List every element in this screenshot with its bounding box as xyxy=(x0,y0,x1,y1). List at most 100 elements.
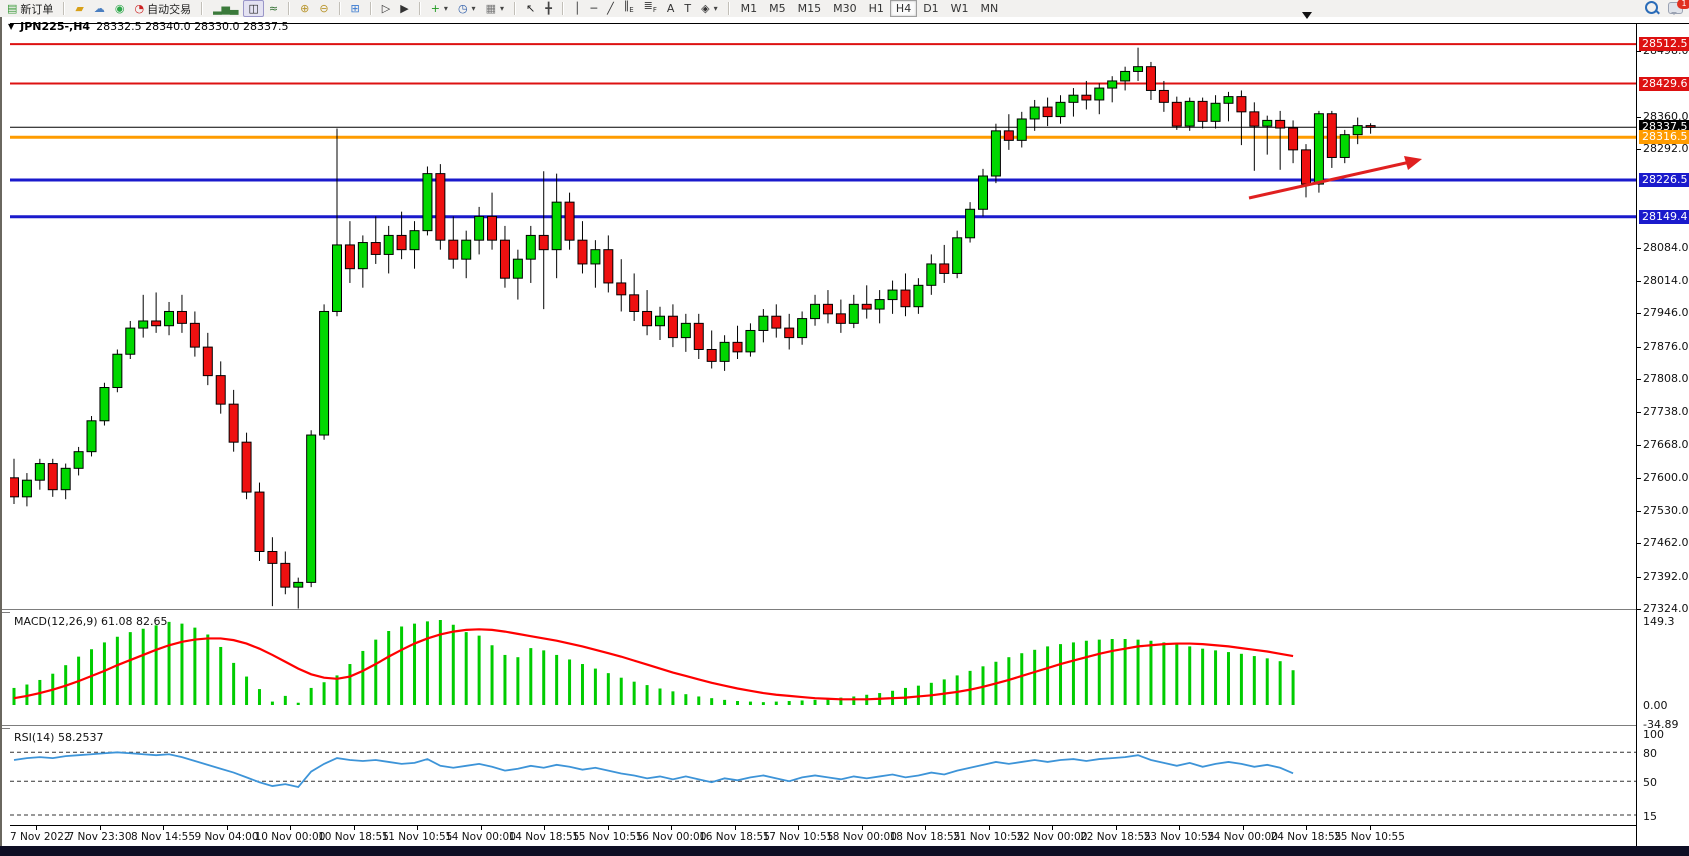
time-tick-mark xyxy=(1242,826,1244,830)
timeframe-mn[interactable]: MN xyxy=(980,2,999,15)
price-tick-mark xyxy=(1637,511,1641,513)
bar-chart-icon[interactable]: ▂▅▃ xyxy=(208,0,243,17)
timeframe-h1[interactable]: H1 xyxy=(868,2,884,15)
profile-prev-icon[interactable]: ▷ xyxy=(377,0,395,17)
time-tick-mark xyxy=(417,826,418,830)
macd-scale-label: 0.00 xyxy=(1643,699,1668,712)
tile-windows-icon[interactable]: ⊞ xyxy=(346,0,365,17)
time-tick-label: 25 Nov 10:55 xyxy=(1334,831,1405,843)
price-tick-mark xyxy=(1637,51,1641,52)
new-order-button-label: 新订单 xyxy=(20,2,54,16)
chart-symbol-period: JPN225-,H4 xyxy=(20,20,91,33)
chart-shift-marker[interactable] xyxy=(1302,12,1312,24)
timeframe-h4[interactable]: H4 xyxy=(889,0,918,17)
text-icon[interactable]: A xyxy=(662,0,680,17)
chat-icon[interactable]: 1 xyxy=(1668,0,1689,15)
equidistant-channel-icon[interactable]: ∥E xyxy=(619,0,639,17)
line-chart-icon: ≈ xyxy=(268,2,279,15)
price-level-badge: 28512.5 xyxy=(1639,37,1689,52)
candlestick-chart-icon[interactable]: ◫ xyxy=(243,0,264,17)
timeframe-w1[interactable]: W1 xyxy=(950,2,969,15)
time-tick-label: 22 Nov 18:55 xyxy=(1080,831,1151,843)
candlestick-chart-icon: ◫ xyxy=(248,2,259,15)
autotrading-button[interactable]: ◔ 自动交易 xyxy=(129,0,196,17)
time-axis[interactable]: 7 Nov 2022 7 Nov 23:30 8 Nov 14:55 9 Nov 04… xyxy=(10,826,1644,846)
line-chart-icon[interactable]: ≈ xyxy=(264,0,283,17)
toolbar: 1 ▤ 新订单 ▰ ☁ ◉ ◔ 自动交易 ▂▅▃ ◫ ≈ ⊕ ⊖ ⊞ ▷ ▶ + ▾ ◷ ▾ ▦ ▾ ↖ ╋ │ ─ ╱ ∥E ≣F A… xyxy=(0,0,1689,18)
time-tick-label: 16 Nov 00:00 xyxy=(635,831,707,843)
signals-icon[interactable]: ◉ xyxy=(110,0,130,17)
toolbar-group: ⊕ ⊖ xyxy=(293,1,335,16)
time-tick-mark xyxy=(1052,826,1053,830)
time-tick-label: 18 Nov 00:00 xyxy=(826,831,897,843)
periods-icon[interactable]: ◷ ▾ xyxy=(453,0,481,17)
time-tick-label: 14 Nov 00:00 xyxy=(445,831,516,843)
cursor-icon[interactable]: ↖ xyxy=(521,0,540,17)
price-tick-mark xyxy=(1637,313,1641,315)
vertical-line-icon[interactable]: │ xyxy=(569,0,586,17)
price-tick-mark xyxy=(1637,609,1641,610)
price-tick-label: 28360.0 xyxy=(1643,109,1689,123)
chevron-down-icon: ▾ xyxy=(713,4,718,13)
horizontal-line-icon: ─ xyxy=(590,2,598,15)
arrows-icon[interactable]: ◈ ▾ xyxy=(696,0,722,17)
price-tick-label: 28292.0 xyxy=(1643,141,1689,155)
horizontal-line-icon[interactable]: ─ xyxy=(585,0,602,17)
timeframe-m5[interactable]: M5 xyxy=(769,2,786,15)
macd-panel[interactable]: MACD(12,26,9) 61.08 82.65 xyxy=(10,612,1644,725)
new-order-button[interactable]: ▤ 新订单 xyxy=(2,0,58,17)
arrows-icon: ◈ xyxy=(701,2,710,15)
time-tick-mark xyxy=(99,826,101,830)
price-tick-label: 27392.0 xyxy=(1643,569,1689,583)
profile-next-icon[interactable]: ▶ xyxy=(395,0,413,17)
price-axis[interactable]: 28498.028360.028292.028084.028014.027946… xyxy=(1636,23,1689,846)
time-tick-mark xyxy=(163,826,164,830)
zoom-out-icon[interactable]: ⊖ xyxy=(314,0,333,17)
trendline-icon[interactable]: ╱ xyxy=(602,0,619,17)
time-tick-mark xyxy=(1369,826,1371,830)
toolbar-separator xyxy=(63,2,66,15)
chevron-down-icon: ▾ xyxy=(443,4,448,13)
candlestick-chart[interactable] xyxy=(10,23,1644,609)
time-tick-label: 16 Nov 18:55 xyxy=(699,831,770,843)
macd-label: MACD(12,26,9) 61.08 82.65 xyxy=(14,615,168,628)
toolbar-group: ▷ ▶ xyxy=(375,1,416,16)
deposit-icon: ▰ xyxy=(75,2,84,15)
publish-icon: ☁ xyxy=(93,2,105,15)
rsi-scale-label: 80 xyxy=(1643,747,1657,761)
timeframe-m15[interactable]: M15 xyxy=(797,2,822,15)
vertical-line-icon: │ xyxy=(573,2,581,15)
price-tick-mark xyxy=(1637,116,1641,118)
text-label-icon[interactable]: T xyxy=(679,0,696,17)
fibonacci-icon[interactable]: ≣F xyxy=(639,0,662,17)
toolbar-separator xyxy=(561,2,564,15)
autotrading-button-label: 自动交易 xyxy=(147,2,192,16)
deposit-icon[interactable]: ▰ xyxy=(70,0,88,17)
timeframe-m30[interactable]: M30 xyxy=(833,2,857,15)
timeframe-m1[interactable]: M1 xyxy=(740,2,758,15)
crosshair-icon[interactable]: ╋ xyxy=(540,0,557,17)
toolbar-separator xyxy=(418,2,421,15)
macd-scale-label: 149.3 xyxy=(1643,615,1675,629)
time-tick-label: 23 Nov 10:55 xyxy=(1143,831,1215,843)
timeframe-d1[interactable]: D1 xyxy=(923,2,939,15)
time-tick-label: 21 Nov 10:55 xyxy=(953,831,1024,843)
time-tick-label: 10 Nov 00:00 xyxy=(254,831,326,843)
rsi-panel[interactable]: RSI(14) 58.2537 xyxy=(10,728,1644,826)
collapse-icon[interactable]: ▼ xyxy=(8,22,15,31)
time-tick-mark xyxy=(607,826,609,830)
chevron-down-icon: ▾ xyxy=(471,4,476,13)
time-tick-mark xyxy=(36,826,37,830)
price-tick-label: 27876.0 xyxy=(1643,339,1689,353)
time-tick-mark xyxy=(290,826,291,830)
toolbar-group: ▰ ☁ ◉ ◔ 自动交易 xyxy=(68,1,198,16)
zoom-in-icon[interactable]: ⊕ xyxy=(295,0,314,17)
search-icon[interactable] xyxy=(1645,1,1658,14)
price-tick-mark xyxy=(1637,346,1641,348)
templates-icon[interactable]: ▦ ▾ xyxy=(481,0,509,17)
indicators-icon[interactable]: + ▾ xyxy=(426,0,453,17)
publish-icon[interactable]: ☁ xyxy=(89,0,110,17)
time-tick-mark xyxy=(226,826,228,830)
time-tick-label: 15 Nov 10:55 xyxy=(572,831,643,843)
time-tick-label: 24 Nov 00:00 xyxy=(1207,831,1278,843)
